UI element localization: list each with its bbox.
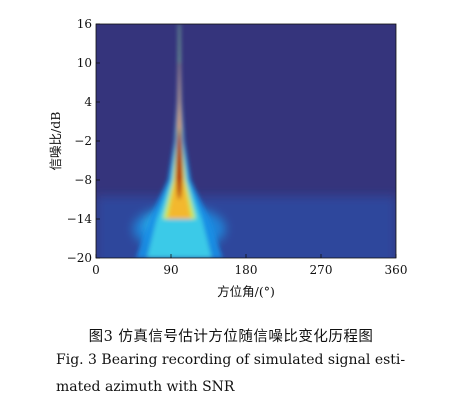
figure-caption-english-line2: mated azimuth with SNR xyxy=(56,379,235,395)
y-tick-label: −8 xyxy=(74,173,92,187)
x-tick-label: 180 xyxy=(235,263,258,277)
x-axis: 0 90 180 270 360 xyxy=(92,254,407,277)
peak-zone xyxy=(176,128,183,200)
heatmap-layer xyxy=(96,24,396,258)
y-tick-label: 16 xyxy=(77,17,92,31)
y-tick-label: −20 xyxy=(67,251,92,265)
x-tick-label: 270 xyxy=(310,263,333,277)
figure-caption-english-line1: Fig. 3 Bearing recording of simulated si… xyxy=(56,352,406,368)
x-tick-label: 0 xyxy=(92,263,100,277)
figure-caption-chinese: 图3 仿真信号估计方位随信噪比变化历程图 xyxy=(88,329,374,345)
x-tick-label: 90 xyxy=(163,263,178,277)
y-axis: 16 10 4 −2 −8 −14 −20 xyxy=(67,17,100,265)
x-axis-label: 方位角/(°) xyxy=(217,284,275,299)
y-tick-label: 4 xyxy=(84,95,92,109)
x-tick-label: 360 xyxy=(385,263,408,277)
bearing-ridge xyxy=(136,24,223,258)
y-tick-label: −14 xyxy=(67,212,93,226)
y-tick-label: 10 xyxy=(77,56,92,70)
y-axis-label: 信噪比/dB xyxy=(48,112,63,171)
y-tick-label: −2 xyxy=(74,134,92,148)
